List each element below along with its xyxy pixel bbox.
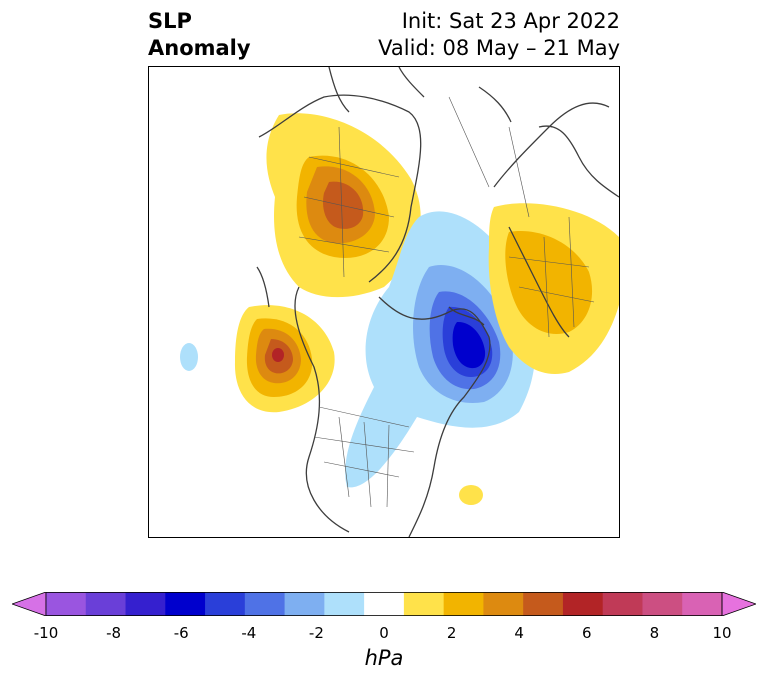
colorbar-tick-label: 6: [582, 624, 592, 642]
title-variable: SLP: [148, 9, 192, 33]
political-borders: [298, 96, 595, 508]
colorbar-tick-label: -4: [241, 624, 257, 642]
colorbar-tick-label: 10: [712, 624, 732, 642]
colorbar-unit: hPa: [364, 646, 404, 670]
colorbar-segment: [403, 592, 445, 616]
colorbar-tick-label: 2: [446, 624, 457, 642]
init-date: Init: Sat 23 Apr 2022: [401, 9, 620, 33]
colorbar-segment: [364, 592, 405, 616]
colorbar-segment: [682, 592, 723, 616]
anomaly-shading: [180, 113, 619, 505]
colorbar-segment: [443, 592, 484, 616]
colorbar-segment: [324, 592, 365, 616]
colorbar-segment: [205, 592, 246, 616]
colorbar-segment: [523, 592, 564, 616]
colorbar-segment: [165, 592, 206, 616]
map-dates: Init: Sat 23 Apr 2022 Valid: 08 May – 21…: [378, 8, 620, 62]
colorbar-tick-label: -10: [33, 624, 59, 642]
colorbar-ticks: -10 -8 -6 -4 -2 0 2 4 6 8 10: [0, 624, 768, 644]
anomaly-map: [148, 66, 620, 538]
colorbar-segment: [125, 592, 166, 616]
title-variable-sub: Anomaly: [148, 36, 251, 60]
colorbar-segment: [642, 592, 683, 616]
valid-range: Valid: 08 May – 21 May: [378, 36, 620, 60]
colorbar-tick-label: -2: [308, 624, 324, 642]
colorbar-tick-label: 4: [514, 624, 524, 642]
colorbar-segment: [244, 592, 286, 616]
map-canvas: [180, 67, 619, 537]
colorbar-extend-max: [721, 592, 756, 616]
colorbar-segment: [602, 592, 643, 616]
colorbar-frame: [45, 592, 723, 616]
colorbar-tick-label: 0: [379, 624, 389, 642]
colorbar: [12, 592, 756, 616]
colorbar-tick-label: -8: [106, 624, 122, 642]
map-title: SLP Anomaly: [148, 8, 251, 62]
colorbar-tick-label: -6: [173, 624, 189, 642]
colorbar-tick-label: 8: [649, 624, 660, 642]
colorbar-extend-min: [12, 592, 47, 616]
colorbar-segment: [562, 592, 604, 616]
colorbar-segment: [46, 592, 87, 616]
coastlines: [256, 67, 619, 537]
colorbar-segment: [483, 592, 524, 616]
colorbar-segment: [284, 592, 325, 616]
colorbar-segment: [85, 592, 127, 616]
